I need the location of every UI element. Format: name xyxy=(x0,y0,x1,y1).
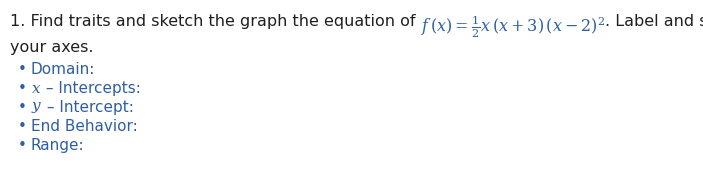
Text: •: • xyxy=(18,81,27,96)
Text: End Behavior:: End Behavior: xyxy=(31,119,138,134)
Text: $f\,(x) = \frac{1}{2}x\,(x+3)\,(x-2)^2$: $f\,(x) = \frac{1}{2}x\,(x+3)\,(x-2)^2$ xyxy=(420,14,605,41)
Text: •: • xyxy=(18,100,27,115)
Text: $y$: $y$ xyxy=(31,100,42,115)
Text: •: • xyxy=(18,138,27,153)
Text: •: • xyxy=(18,119,27,134)
Text: Domain:: Domain: xyxy=(31,62,96,77)
Text: •: • xyxy=(18,62,27,77)
Text: . Label and scale: . Label and scale xyxy=(605,14,703,29)
Text: Range:: Range: xyxy=(31,138,84,153)
Text: your axes.: your axes. xyxy=(10,40,93,55)
Text: – Intercepts:: – Intercepts: xyxy=(41,81,141,96)
Text: 1. Find traits and sketch the graph the equation of: 1. Find traits and sketch the graph the … xyxy=(10,14,420,29)
Text: $x$: $x$ xyxy=(31,81,41,96)
Text: – Intercept:: – Intercept: xyxy=(42,100,134,115)
